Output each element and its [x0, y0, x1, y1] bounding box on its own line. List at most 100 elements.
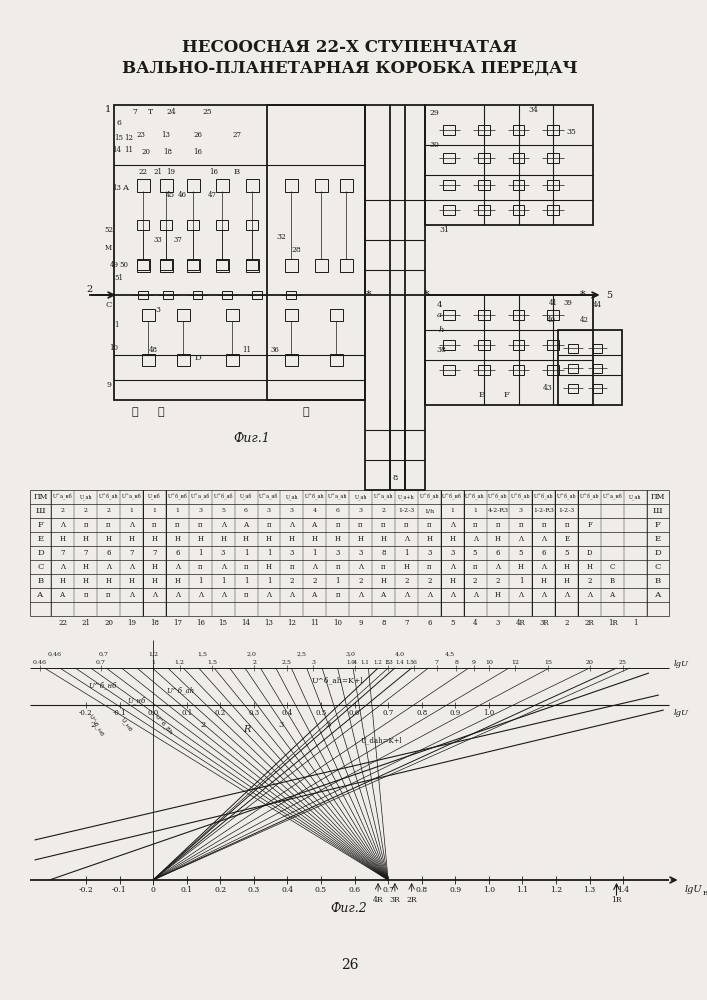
- Text: п: п: [519, 521, 523, 529]
- Text: п: п: [381, 563, 386, 571]
- Text: -0.2: -0.2: [79, 709, 93, 717]
- Text: U_аh: U_аh: [286, 494, 298, 500]
- Bar: [568, 384, 578, 393]
- Text: 7: 7: [435, 660, 439, 664]
- Text: 2R: 2R: [407, 896, 417, 904]
- Text: 52: 52: [104, 226, 113, 234]
- Text: U_аh: U_аh: [79, 494, 92, 500]
- Text: 4,5: 4,5: [444, 652, 455, 656]
- Text: Λ: Λ: [542, 535, 547, 543]
- Text: 3: 3: [519, 508, 523, 514]
- Text: Н: Н: [312, 535, 317, 543]
- Text: U_нб: U_нб: [148, 494, 160, 500]
- Text: п: п: [381, 521, 386, 529]
- Text: 25: 25: [202, 108, 212, 116]
- Text: F: F: [37, 521, 43, 529]
- Text: 6: 6: [412, 660, 416, 664]
- Text: 1R: 1R: [608, 619, 617, 627]
- Text: h: h: [439, 326, 444, 334]
- Bar: [478, 180, 490, 190]
- Text: Н: Н: [380, 577, 387, 585]
- Text: U^б_аb: U^б_аb: [534, 494, 554, 500]
- Text: 1.3: 1.3: [385, 660, 393, 664]
- Text: 3R: 3R: [539, 619, 549, 627]
- Text: 22: 22: [139, 168, 148, 176]
- Text: 3: 3: [290, 508, 294, 514]
- Text: U^б_аh: U^б_аh: [465, 494, 485, 500]
- Text: п: п: [267, 521, 271, 529]
- Text: Λ: Λ: [542, 591, 547, 599]
- Text: 1.2: 1.2: [373, 660, 382, 664]
- Text: U^a_нб: U^a_нб: [602, 494, 622, 500]
- Text: Н: Н: [563, 577, 570, 585]
- Text: Λ: Λ: [106, 563, 111, 571]
- Bar: [286, 354, 298, 366]
- Text: 4: 4: [354, 660, 357, 664]
- Text: 39: 39: [563, 299, 573, 307]
- Text: Λ: Λ: [221, 591, 226, 599]
- Text: U_нб: U_нб: [119, 717, 133, 733]
- Text: 1: 1: [115, 321, 119, 329]
- Text: 7: 7: [83, 549, 88, 557]
- Bar: [478, 340, 490, 350]
- Text: 1-2-R3: 1-2-R3: [533, 508, 554, 514]
- Text: 9: 9: [472, 660, 476, 664]
- Bar: [547, 340, 559, 350]
- Text: 0.5: 0.5: [315, 886, 327, 894]
- Text: 0.3: 0.3: [248, 709, 259, 717]
- Text: 3: 3: [496, 619, 501, 627]
- Bar: [226, 354, 239, 366]
- Text: 6: 6: [542, 549, 546, 557]
- Bar: [160, 259, 173, 272]
- Text: Е: Е: [564, 535, 569, 543]
- Text: 15: 15: [218, 619, 228, 627]
- Text: lgU: lgU: [684, 886, 702, 894]
- Text: 6: 6: [175, 549, 180, 557]
- Text: Λ: Λ: [450, 563, 455, 571]
- Bar: [286, 259, 298, 272]
- Text: 9: 9: [358, 619, 363, 627]
- Text: 14: 14: [242, 619, 250, 627]
- Text: A: A: [122, 184, 129, 192]
- Bar: [222, 291, 232, 299]
- Bar: [216, 220, 228, 230]
- Text: U^a_аh: U^a_аh: [374, 494, 393, 500]
- Text: 0.4: 0.4: [281, 886, 293, 894]
- Bar: [513, 365, 525, 375]
- Text: -0.1: -0.1: [112, 886, 127, 894]
- Text: R: R: [243, 726, 251, 734]
- Text: T: T: [148, 108, 153, 116]
- Text: Н: Н: [220, 535, 226, 543]
- Bar: [192, 291, 202, 299]
- Text: Λ: Λ: [404, 591, 409, 599]
- Text: п: п: [427, 521, 431, 529]
- Text: 12: 12: [124, 134, 133, 142]
- Bar: [187, 179, 199, 192]
- Text: н: н: [702, 889, 707, 897]
- Text: Н: Н: [426, 535, 432, 543]
- Text: U^б_нб: U^б_нб: [88, 713, 105, 737]
- Text: Ш: Ш: [35, 507, 45, 515]
- Bar: [366, 105, 425, 490]
- Text: 32: 32: [276, 233, 286, 241]
- Text: Λ: Λ: [267, 591, 271, 599]
- Text: 1: 1: [312, 549, 317, 557]
- Bar: [513, 205, 525, 215]
- Bar: [315, 179, 328, 192]
- Text: 16: 16: [209, 168, 218, 176]
- Text: 2R: 2R: [585, 619, 595, 627]
- Text: 1.5: 1.5: [207, 660, 217, 664]
- Text: Н: Н: [129, 535, 134, 543]
- Text: Λ: Λ: [221, 521, 226, 529]
- Text: 7: 7: [61, 549, 65, 557]
- Bar: [216, 179, 229, 192]
- Text: Н: Н: [449, 577, 455, 585]
- Bar: [568, 344, 578, 353]
- Text: 0.3: 0.3: [247, 886, 260, 894]
- Text: 1: 1: [404, 549, 409, 557]
- Text: Н: Н: [197, 535, 203, 543]
- Text: 2: 2: [564, 619, 569, 627]
- Text: 7: 7: [152, 549, 157, 557]
- Text: В: В: [37, 577, 44, 585]
- Text: Н: Н: [380, 535, 387, 543]
